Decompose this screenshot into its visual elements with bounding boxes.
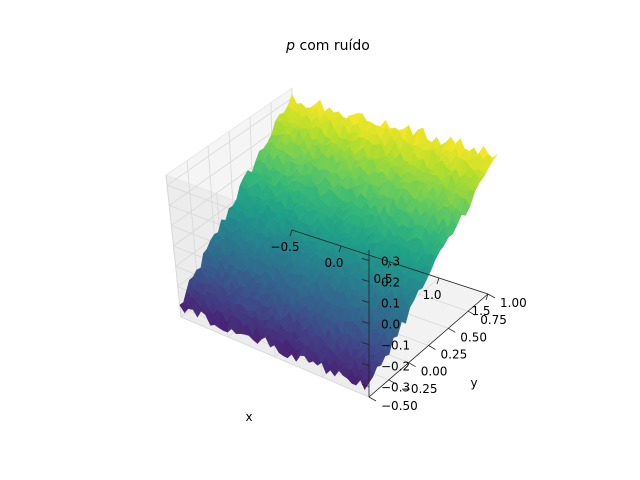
z-tick-label: 0.1 (381, 297, 400, 311)
y-tick (408, 362, 416, 368)
z-tick (361, 321, 370, 324)
x-tick (289, 229, 293, 237)
chart-title: p com ruído (285, 38, 370, 54)
axis-ticks: −0.5 0.0 0.5 1.0 1.5 −0.50 −0.25 0.00 0.25 0.50 0.… (270, 229, 527, 413)
y-tick-label: −0.25 (401, 382, 438, 396)
y-tick-label: 0.25 (441, 348, 468, 362)
x-tick (387, 261, 391, 269)
x-tick-label: 0.0 (324, 256, 343, 270)
y-tick-label: 1.00 (500, 296, 527, 310)
y-tick (467, 310, 476, 316)
grid-line-z (168, 118, 293, 206)
x-tick-label: 1.5 (471, 304, 490, 318)
z-tick-label: 0.0 (381, 318, 400, 332)
title-italic: p (285, 38, 295, 54)
y-tick-label: 0.75 (480, 313, 507, 327)
grid-line-y (180, 316, 370, 398)
z-tick-label: −0.3 (381, 381, 410, 395)
surface-facet (488, 154, 498, 161)
z-tick (361, 384, 370, 387)
x-tick (436, 277, 440, 285)
z-tick (361, 363, 370, 366)
y-tick (428, 345, 436, 350)
y-axis-label: y (470, 376, 477, 390)
x-axis-label: x (245, 410, 252, 424)
y-tick (388, 379, 397, 385)
x-tick-label: 0.5 (373, 272, 392, 286)
x-tick-label: −0.5 (270, 240, 299, 254)
z-tick (361, 300, 370, 303)
y-tick-label: 0.00 (421, 365, 448, 379)
z-tick (361, 258, 370, 261)
y-tick-label: −0.50 (381, 399, 418, 413)
z-tick-label: −0.2 (381, 360, 410, 374)
x-tick (338, 245, 342, 253)
z-tick (361, 342, 370, 345)
title-rest: com ruído (295, 38, 370, 54)
x-tick-label: 1.0 (422, 288, 441, 302)
y-tick-label: 0.50 (460, 330, 487, 344)
y-tick (487, 293, 496, 299)
y-tick (448, 327, 456, 333)
grid-line-z (166, 97, 293, 186)
z-tick-label: −0.1 (381, 339, 410, 353)
y-tick (368, 396, 377, 402)
z-tick-label: 0.2 (381, 276, 400, 290)
z-tick-label: 0.3 (381, 255, 400, 269)
surface-mesh (179, 93, 498, 391)
z-tick (361, 279, 370, 282)
x-tick (485, 293, 489, 301)
